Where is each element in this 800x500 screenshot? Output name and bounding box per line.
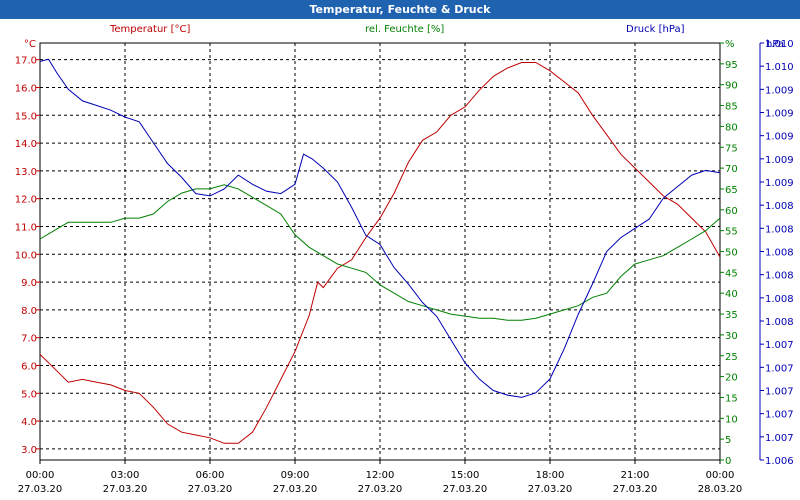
humidity-series-line xyxy=(39,184,721,321)
pressure-unit-label: hPa xyxy=(766,39,785,50)
humidity-tick-label: 5 xyxy=(725,435,731,446)
pressure-tick-label: 1.007 xyxy=(765,340,794,351)
humidity-tick-label: 75 xyxy=(725,143,738,154)
x-tick-label: 00:00 xyxy=(26,470,55,481)
temperature-tick-label: 17.0 xyxy=(15,56,37,67)
pressure-tick-label: 1.007 xyxy=(765,410,794,421)
pressure-tick-label: 1.006 xyxy=(765,456,794,467)
x-tick-date: 27.03.20 xyxy=(18,484,63,495)
humidity-tick-label: % xyxy=(725,39,735,50)
humidity-tick-label: 70 xyxy=(725,164,738,175)
pressure-tick-label: 1.008 xyxy=(765,271,794,282)
humidity-axis-header: rel. Feuchte [%] xyxy=(365,24,445,35)
temperature-unit-label: °C xyxy=(24,39,36,50)
pressure-tick-label: 1.007 xyxy=(765,363,794,374)
humidity-tick-label: 55 xyxy=(725,227,738,238)
temperature-axis-header: Temperatur [°C] xyxy=(110,24,191,35)
line-chart: 00:00 27.03.20 03:00 27.03.20 06:00 27.03.20 0… xyxy=(15,39,794,495)
temperature-tick-label: 15.0 xyxy=(15,111,37,122)
axes: 00:00 27.03.20 03:00 27.03.20 06:00 27.03.20 0… xyxy=(15,39,794,495)
pressure-tick-label: 1.008 xyxy=(765,248,794,259)
x-tick-date: 28.03.20 xyxy=(698,484,743,495)
pressure-tick-label: 1.007 xyxy=(765,387,794,398)
pressure-series-line xyxy=(39,58,721,398)
temperature-tick-label: 11.0 xyxy=(15,222,37,233)
humidity-tick-label: 40 xyxy=(725,289,738,300)
humidity-tick-label: 95 xyxy=(725,60,738,71)
humidity-tick-label: 20 xyxy=(725,373,738,384)
humidity-tick-label: 15 xyxy=(725,393,738,404)
temperature-tick-label: 4.0 xyxy=(21,417,37,428)
humidity-tick-label: 65 xyxy=(725,185,738,196)
x-tick-label: 15:00 xyxy=(451,470,480,481)
pressure-tick-label: 1.010 xyxy=(765,39,794,50)
pressure-tick-label: 1.009 xyxy=(765,155,794,166)
temperature-tick-label: 7.0 xyxy=(21,334,37,345)
temperature-tick-label: 10.0 xyxy=(15,250,37,261)
x-tick-date: 27.03.20 xyxy=(613,484,658,495)
pressure-tick-label: 1.010 xyxy=(765,62,794,73)
x-tick-label: 21:00 xyxy=(621,470,650,481)
temperature-tick-label: 8.0 xyxy=(21,306,37,317)
humidity-tick-label: 10 xyxy=(725,414,738,425)
x-tick-label: 12:00 xyxy=(366,470,395,481)
pressure-tick-label: 1.009 xyxy=(765,85,794,96)
x-tick-date: 27.03.20 xyxy=(188,484,233,495)
temperature-tick-label: 16.0 xyxy=(15,83,37,94)
humidity-tick-label: 80 xyxy=(725,122,738,133)
x-tick-date: 27.03.20 xyxy=(358,484,403,495)
pressure-tick-label: 1.007 xyxy=(765,433,794,444)
humidity-tick-label: 45 xyxy=(725,268,738,279)
pressure-tick-label: 1.008 xyxy=(765,224,794,235)
temperature-tick-label: 6.0 xyxy=(21,361,37,372)
x-tick-label: 09:00 xyxy=(281,470,310,481)
humidity-tick-label: 85 xyxy=(725,102,738,113)
pressure-tick-label: 1.009 xyxy=(765,109,794,120)
pressure-tick-label: 1.008 xyxy=(765,317,794,328)
x-tick-label: 00:00 xyxy=(706,470,735,481)
x-tick-date: 27.03.20 xyxy=(103,484,148,495)
pressure-tick-label: 1.009 xyxy=(765,132,794,143)
pressure-tick-label: 1.008 xyxy=(765,294,794,305)
grid xyxy=(40,43,720,460)
humidity-tick-label: 30 xyxy=(725,331,738,342)
humidity-tick-label: 35 xyxy=(725,310,738,321)
pressure-axis-header: Druck [hPa] xyxy=(626,24,685,35)
x-tick-label: 18:00 xyxy=(536,470,565,481)
chart-title: Temperatur, Feuchte & Druck xyxy=(0,0,800,19)
temperature-series-line xyxy=(39,62,721,444)
x-tick-date: 27.03.20 xyxy=(528,484,573,495)
series xyxy=(39,58,721,444)
humidity-tick-label: 0 xyxy=(725,456,731,467)
x-tick-date: 27.03.20 xyxy=(273,484,318,495)
humidity-tick-label: 50 xyxy=(725,248,738,259)
x-tick-label: 03:00 xyxy=(111,470,140,481)
temperature-tick-label: 14.0 xyxy=(15,139,37,150)
x-tick-date: 27.03.20 xyxy=(443,484,488,495)
temperature-tick-label: 9.0 xyxy=(21,278,37,289)
pressure-tick-label: 1.009 xyxy=(765,178,794,189)
temperature-tick-label: 12.0 xyxy=(15,195,37,206)
temperature-tick-label: 3.0 xyxy=(21,445,37,456)
x-tick-label: 06:00 xyxy=(196,470,225,481)
humidity-tick-label: 25 xyxy=(725,352,738,363)
temperature-tick-label: 5.0 xyxy=(21,389,37,400)
humidity-tick-label: 90 xyxy=(725,81,738,92)
temperature-tick-label: 13.0 xyxy=(15,167,37,178)
humidity-tick-label: 60 xyxy=(725,206,738,217)
pressure-tick-label: 1.008 xyxy=(765,201,794,212)
